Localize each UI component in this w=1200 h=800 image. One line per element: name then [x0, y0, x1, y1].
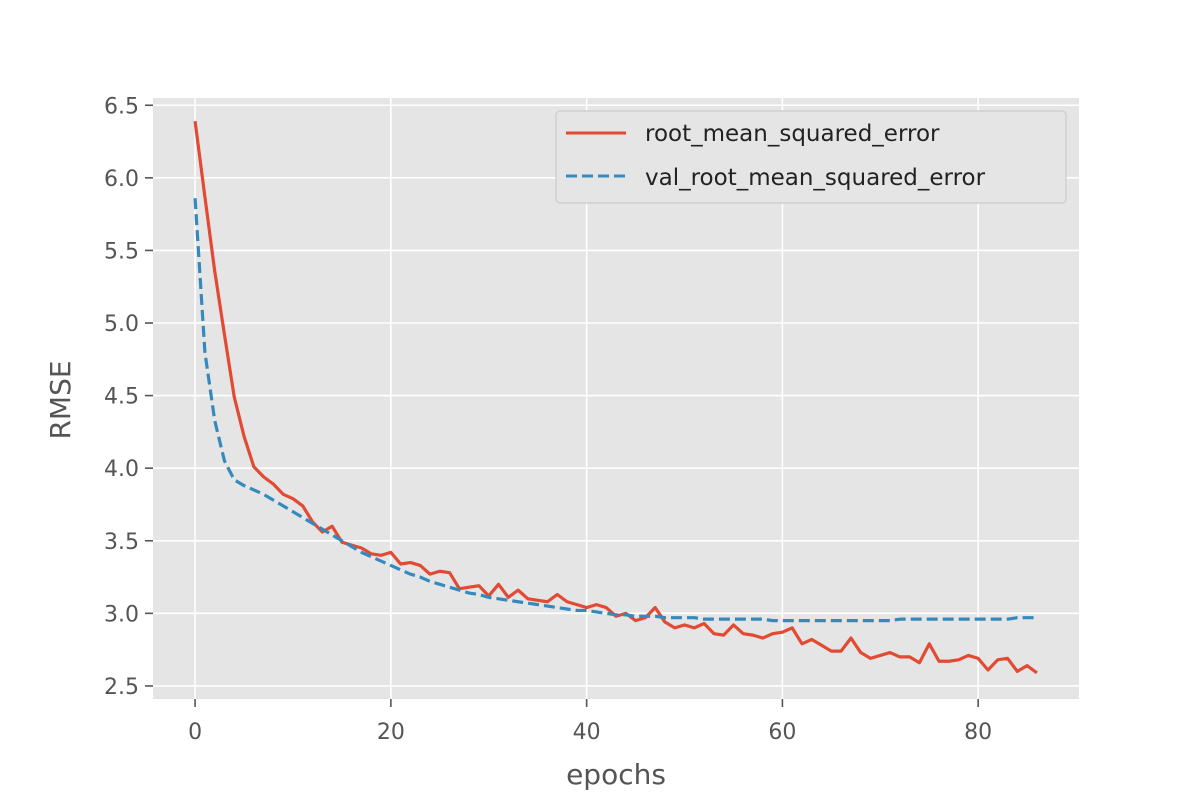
legend-box — [555, 110, 1067, 204]
y-tick-label: 5.0 — [104, 312, 139, 337]
y-tick-label: 6.5 — [104, 94, 139, 119]
y-tick-label: 3.5 — [104, 530, 139, 555]
x-tick-label: 20 — [377, 720, 405, 745]
x-tick-label: 0 — [188, 720, 202, 745]
y-axis-ticks: 2.5 3.0 3.5 4.0 4.5 5.0 5.5 6.0 6.5 — [104, 94, 153, 700]
x-tick-label: 60 — [768, 720, 796, 745]
y-axis-title: RMSE — [44, 360, 77, 439]
series-line-val-rmse — [193, 198, 1037, 623]
x-tick-label: 40 — [573, 720, 601, 745]
x-tick-label: 80 — [964, 720, 992, 745]
y-tick-label: 4.5 — [104, 385, 139, 410]
x-axis-title: epochs — [566, 758, 666, 791]
y-tick-label: 2.5 — [104, 675, 139, 700]
y-tick-label: 6.0 — [104, 167, 139, 192]
series-lines — [193, 121, 1038, 675]
y-tick-label: 4.0 — [104, 457, 139, 482]
y-tick-label: 5.5 — [104, 239, 139, 264]
legend: root_mean_squared_error val_root_mean_sq… — [555, 110, 1067, 204]
legend-label-rmse: root_mean_squared_error — [645, 121, 940, 147]
legend-label-val-rmse: val_root_mean_squared_error — [645, 165, 986, 191]
x-axis-ticks: 0 20 40 60 80 — [188, 699, 992, 745]
y-tick-label: 3.0 — [104, 602, 139, 627]
